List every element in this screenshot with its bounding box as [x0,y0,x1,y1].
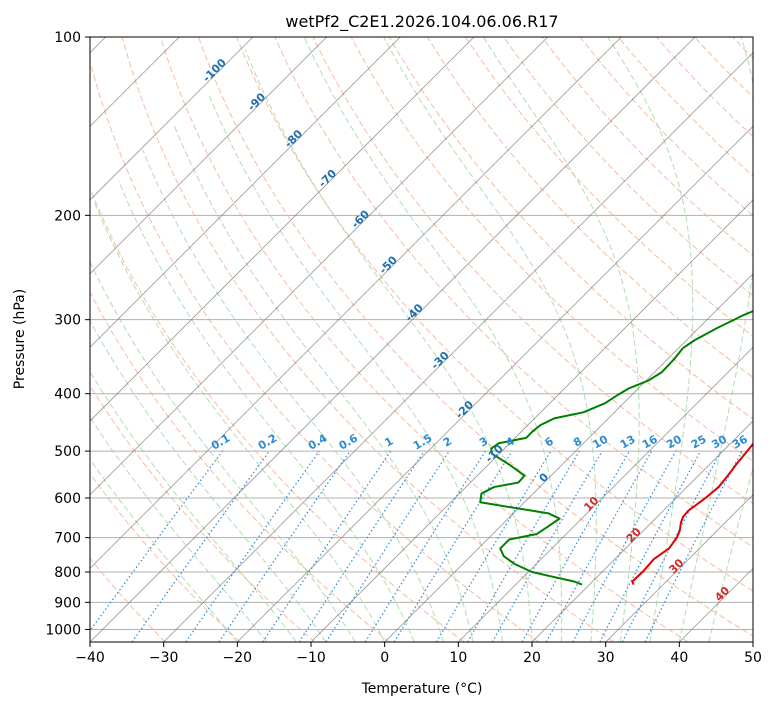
moist-adiabat-line [482,37,640,642]
y-tick-label: 600 [54,491,81,507]
moist-adiabat-line [118,180,415,642]
mixing-ratio-line [393,450,513,642]
profiles [479,310,753,586]
isotherm-line [90,37,475,422]
x-axis: −40 −30 −20 −10 0 10 20 30 40 50 [75,642,762,666]
isotherm-line [90,37,401,348]
background-lines [90,37,775,642]
x-tick-label: −40 [75,650,105,666]
dry-adiabat-line [350,37,753,462]
y-tick-label: 900 [54,595,81,611]
moist-adiabat-line [93,201,386,642]
plot-area [90,37,753,642]
dry-adiabat-line [90,472,241,642]
mixing-ratio-line [131,450,270,642]
mixing-ratio-line [572,450,677,642]
mixing-ratio-line [521,450,631,642]
dry-adiabat-line [90,384,316,642]
y-axis-title: Pressure (hPa) [12,289,28,389]
y-tick-label: 800 [54,565,81,581]
moist-adiabat-line [244,49,533,642]
y-tick-label: 100 [54,30,81,46]
plot-frame [89,36,754,643]
mixing-ratio-line [644,450,743,642]
y-axis: 100 200 300 400 500 600 700 800 900 1000 [45,30,90,638]
isotherm-line [90,37,622,569]
temperature-line [631,442,753,585]
x-tick-label: 20 [523,650,541,666]
dry-adiabat-line [159,37,689,642]
isotherm-line [163,52,753,642]
x-tick-label: −10 [296,650,326,666]
moist-adiabat-line [678,37,753,642]
y-tick-label: 400 [54,387,81,403]
dewpoint-line [479,310,753,586]
isotherm-line [90,37,254,201]
dry-adiabat-line [465,37,753,337]
moist-adiabat-line [90,260,356,642]
mixing-ratio-line [90,450,223,632]
chart-title: wetPf2_C2E1.2026.104.06.06.R17 [285,12,558,32]
dry-adiabat-line [90,59,540,642]
mixing-ratio-line [218,450,351,642]
moist-adiabat-line [142,149,445,642]
moist-adiabat-line [607,37,694,642]
dry-adiabat-line [236,37,753,592]
mixing-ratio-line [185,450,320,642]
isotherm-line [237,125,753,642]
isotherm-line [531,420,753,642]
x-tick-label: −20 [223,650,253,666]
dry-adiabat-line [771,37,775,642]
moist-adiabat-line [172,123,474,642]
y-tick-label: 200 [54,208,81,224]
isotherm-line [605,494,753,642]
x-tick-label: 50 [744,650,762,666]
dry-adiabat-line [388,37,753,420]
x-tick-label: −30 [149,650,179,666]
mixing-ratio-line [545,450,653,642]
x-tick-label: 30 [597,650,615,666]
moist-adiabat-line [303,37,563,642]
x-tick-label: 0 [380,650,389,666]
isotherm-line [384,273,753,642]
mixing-ratio-line [262,450,392,642]
y-tick-label: 700 [54,531,81,547]
dry-adiabat-line [274,37,753,548]
isotherm-line [752,641,753,642]
mixing-ratio-line [325,450,450,642]
isotherm-line [310,199,753,642]
x-axis-title: Temperature (°C) [361,681,483,697]
isotherm-line [90,37,327,275]
dry-adiabat-line [90,291,390,642]
moist-adiabat-line [90,458,238,642]
dry-adiabat-line [121,37,614,642]
x-tick-label: 10 [449,650,467,666]
y-tick-label: 500 [54,444,81,460]
moist-adiabat-line [90,319,327,642]
y-tick-label: 300 [54,313,81,329]
dry-adiabat-line [90,186,465,642]
dry-adiabat-line [90,557,166,642]
y-tick-label: 1000 [45,622,81,638]
isotherm-line [458,346,753,642]
mixing-ratio-line [298,450,425,642]
moist-adiabat-line [90,370,297,642]
x-tick-label: 40 [670,650,688,666]
dry-adiabat-line [503,37,753,297]
moist-adiabat-line [383,37,597,642]
isotherm-line [90,37,548,496]
isotherm-line [90,37,696,642]
dry-adiabat-line [312,37,753,505]
